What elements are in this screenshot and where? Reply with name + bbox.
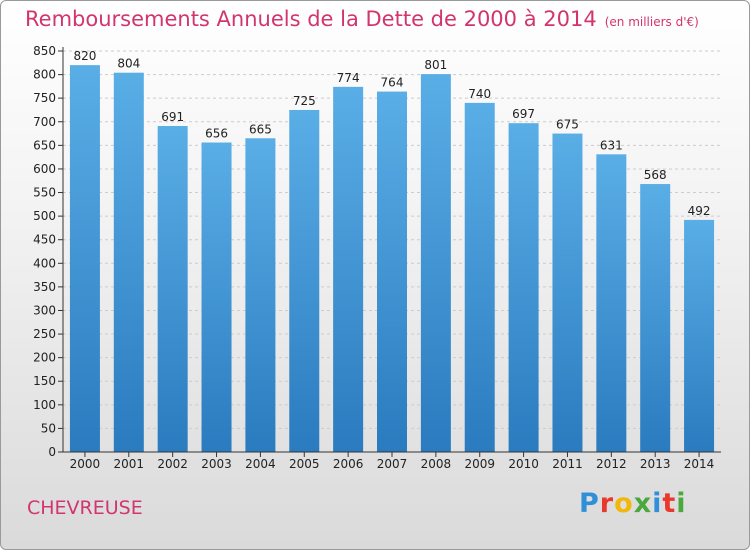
data-label: 691	[161, 110, 184, 124]
y-tick-label: 550	[33, 186, 56, 200]
y-tick-label: 450	[33, 233, 56, 247]
y-tick-label: 350	[33, 280, 56, 294]
x-tick-label: 2005	[289, 457, 320, 471]
bar	[157, 126, 188, 452]
data-label: 764	[381, 76, 404, 90]
y-tick-label: 150	[33, 374, 56, 388]
bar	[684, 219, 715, 452]
y-tick-label: 850	[33, 44, 56, 58]
bar	[377, 91, 407, 452]
y-tick-label: 400	[33, 256, 56, 270]
bar	[640, 184, 671, 452]
x-tick-label: 2004	[245, 457, 276, 471]
x-tick-label: 2008	[421, 457, 452, 471]
bar	[552, 133, 583, 452]
x-tick-label: 2001	[114, 457, 145, 471]
bar	[245, 138, 276, 452]
x-tick-label: 2013	[640, 457, 671, 471]
y-tick-label: 200	[33, 351, 56, 365]
x-tick-label: 2006	[333, 457, 364, 471]
data-label: 820	[73, 49, 96, 63]
data-label: 801	[424, 58, 447, 72]
logo-letter: i	[676, 488, 687, 519]
data-label: 697	[512, 107, 535, 121]
logo-letter: t	[662, 488, 677, 519]
chart-subtitle: (en milliers d'€)	[604, 15, 699, 29]
bar	[333, 86, 364, 452]
y-tick-label: 700	[33, 115, 56, 129]
data-label: 804	[117, 57, 140, 71]
data-label: 675	[556, 118, 579, 132]
bar	[201, 142, 232, 453]
bar	[420, 74, 451, 453]
chart-title: Remboursements Annuels de la Dette de 20…	[25, 7, 699, 31]
logo-letter: r	[599, 488, 615, 519]
bar	[289, 109, 320, 453]
x-tick-label: 2000	[70, 457, 101, 471]
commune-name: CHEVREUSE	[27, 497, 143, 519]
data-label: 656	[205, 127, 228, 141]
data-labels: 820 804 691 656 665 725 774 764 801 740 697 675 631 5…	[73, 49, 710, 218]
x-tick-label: 2003	[201, 457, 232, 471]
y-tick-label: 600	[33, 162, 56, 176]
data-label: 774	[337, 71, 360, 85]
x-tick-label: 2002	[157, 457, 188, 471]
bar	[113, 72, 144, 453]
data-label: 492	[688, 204, 711, 218]
x-tick-label: 2010	[508, 457, 539, 471]
y-tick-label: 750	[33, 91, 56, 105]
x-tick-label: 2011	[552, 457, 583, 471]
bar	[508, 123, 539, 453]
bars	[69, 65, 715, 453]
logo-letter: i	[652, 488, 663, 519]
data-label: 725	[293, 94, 316, 108]
bar	[596, 154, 627, 452]
axes: 0 50 100 150 200 250 300 350 400 450 500 550 600 650 7…	[33, 44, 721, 471]
y-tick-label: 300	[33, 303, 56, 317]
logo-letter: x	[633, 488, 653, 519]
logo-letter: P	[579, 488, 600, 519]
y-tick-label: 650	[33, 138, 56, 152]
x-tick-label: 2012	[596, 457, 627, 471]
y-tick-label: 250	[33, 327, 56, 341]
logo-letter: o	[614, 488, 634, 519]
data-label: 631	[600, 138, 623, 152]
y-tick-label: 100	[33, 398, 56, 412]
bar	[69, 65, 100, 452]
chart-title-text: Remboursements Annuels de la Dette de 20…	[25, 7, 597, 31]
proxiti-logo: Proxiti	[579, 488, 687, 519]
y-tick-label: 0	[48, 445, 56, 459]
y-tick-label: 800	[33, 68, 56, 82]
x-tick-label: 2007	[377, 457, 408, 471]
data-label: 568	[644, 168, 667, 182]
data-label: 665	[249, 122, 272, 136]
data-label: 740	[468, 87, 491, 101]
y-tick-label: 500	[33, 209, 56, 223]
bar	[464, 102, 495, 453]
y-tick-label: 50	[41, 421, 56, 435]
x-tick-label: 2009	[464, 457, 495, 471]
x-tick-label: 2014	[684, 457, 715, 471]
